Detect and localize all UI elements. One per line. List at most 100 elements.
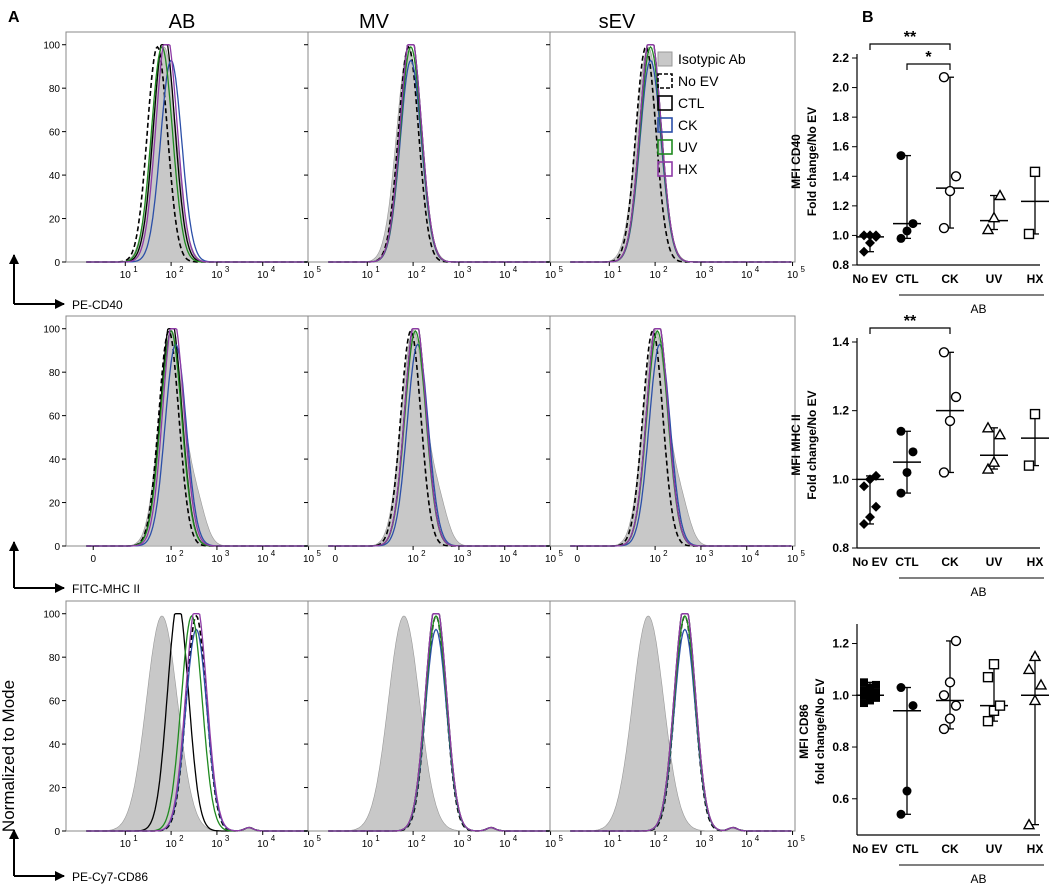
x-tick-exponent: 2 <box>663 834 668 843</box>
y-tick-label: 0 <box>54 827 60 838</box>
x-tick-label: 10 <box>741 554 753 565</box>
significance-label: ** <box>904 29 917 46</box>
data-point <box>872 693 880 702</box>
y-tick-label: 20 <box>49 499 61 510</box>
data-point <box>865 237 875 248</box>
y-tick-label: 1.4 <box>832 335 849 349</box>
bracket-line <box>906 63 951 70</box>
histogram-frame <box>65 31 312 263</box>
legend-swatch <box>657 117 673 133</box>
x-category-label: CTL <box>895 272 918 286</box>
data-point <box>872 688 880 697</box>
y-tick-label: 0 <box>54 258 60 269</box>
x-tick-exponent: 4 <box>513 549 518 558</box>
y-tick-label: 1.2 <box>832 637 849 651</box>
x-tick-exponent: 2 <box>421 265 426 274</box>
x-tick-exponent: 3 <box>709 549 714 558</box>
column-title-ab: AB <box>169 11 196 33</box>
x-tick-exponent: 2 <box>663 265 668 274</box>
x-tick-exponent: 3 <box>467 834 472 843</box>
x-tick-label: 10 <box>453 839 465 850</box>
data-point <box>908 447 918 457</box>
series-hx <box>1021 650 1049 830</box>
x-tick-label: 10 <box>695 554 707 565</box>
x-category-label: CTL <box>895 842 918 856</box>
data-point <box>860 691 868 700</box>
data-point <box>896 233 906 243</box>
x-tick-label: 10 <box>650 270 662 281</box>
y-tick-label: 80 <box>49 653 61 664</box>
data-point <box>987 211 1001 223</box>
data-point <box>859 481 869 492</box>
y-tick-label: 1.8 <box>832 110 849 124</box>
y-tick-label: 60 <box>49 412 61 423</box>
x-category-label: No EV <box>852 272 887 286</box>
x-tick-exponent: 2 <box>421 834 426 843</box>
significance-bracket: * <box>906 49 951 70</box>
x-tick-label: 10 <box>545 839 557 850</box>
y-tick-label: 0 <box>54 542 60 553</box>
x-tick-exponent: 1 <box>617 834 622 843</box>
x-tick-exponent: 1 <box>617 265 622 274</box>
y-tick-label: 0.6 <box>832 792 849 806</box>
significance-bracket: ** <box>869 313 951 334</box>
x-tick-label: 10 <box>120 839 132 850</box>
data-point <box>950 635 962 647</box>
x-category-label: No EV <box>852 842 887 856</box>
data-point <box>938 347 950 358</box>
histogram-series-hx <box>328 613 550 832</box>
y-tick-label: 1.2 <box>832 404 849 418</box>
y-tick-label: 100 <box>43 610 60 621</box>
histogram-series-hx <box>570 328 792 547</box>
y-tick-label: 2.0 <box>832 81 849 95</box>
series-uv <box>980 189 1008 235</box>
legend-label: No EV <box>678 73 719 89</box>
x-category-label: UV <box>986 272 1003 286</box>
data-point <box>860 686 868 695</box>
group-label: AB <box>970 585 986 599</box>
data-point <box>871 501 881 512</box>
x-tick-label: 10 <box>303 839 315 850</box>
data-point <box>860 678 868 687</box>
scatter-plot-1: 0.8 1.0 1.2 1.4 1.6 1.8 2.0 2.2 MFI CD40 Fold cha… <box>789 29 1049 316</box>
series-ck <box>936 347 964 478</box>
data-point <box>987 455 1001 467</box>
x-tick-label: 0 <box>90 554 96 565</box>
x-tick-exponent: 4 <box>271 265 276 274</box>
x-category-label: HX <box>1027 842 1044 856</box>
y-tick-label: 40 <box>49 171 61 182</box>
legend-item-isotypic-ab: Isotypic Ab <box>657 51 746 67</box>
y-tick-label: 60 <box>49 128 61 139</box>
y-tick-label: 1.4 <box>832 169 849 183</box>
x-tick-label: 10 <box>408 554 420 565</box>
histogram-series-hx <box>86 328 308 547</box>
data-point <box>1029 166 1041 178</box>
y-tick-label: 80 <box>49 368 61 379</box>
x-tick-label: 0 <box>332 554 338 565</box>
series-uv <box>980 421 1008 474</box>
x-tick-label: 10 <box>303 270 315 281</box>
legend-swatch <box>657 95 673 111</box>
x-tick-label: 10 <box>695 839 707 850</box>
x-tick-exponent: 3 <box>225 265 230 274</box>
y-tick-label: 1.0 <box>832 472 849 486</box>
histogram-series-hx <box>86 44 308 263</box>
series-hx <box>1021 408 1049 471</box>
histogram-panel-FITC-MHC II-MV: 0 102103104105 <box>304 315 564 565</box>
data-point <box>981 421 995 433</box>
histogram-series-hx <box>570 613 792 832</box>
data-point <box>1023 460 1035 471</box>
x-tick-exponent: 4 <box>271 549 276 558</box>
data-point <box>872 680 880 689</box>
x-tick-label: 10 <box>499 839 511 850</box>
x-tick-exponent: 4 <box>755 834 760 843</box>
x-tick-exponent: 1 <box>375 834 380 843</box>
x-tick-label: 10 <box>257 554 269 565</box>
significance-label: ** <box>904 313 917 330</box>
data-point <box>938 72 950 83</box>
x-tick-label: 10 <box>408 839 420 850</box>
y-tick-label: 0.8 <box>832 740 849 754</box>
row-axis-arrows <box>9 254 65 881</box>
x-tick-exponent: 3 <box>709 265 714 274</box>
x-tick-exponent: 2 <box>179 265 184 274</box>
